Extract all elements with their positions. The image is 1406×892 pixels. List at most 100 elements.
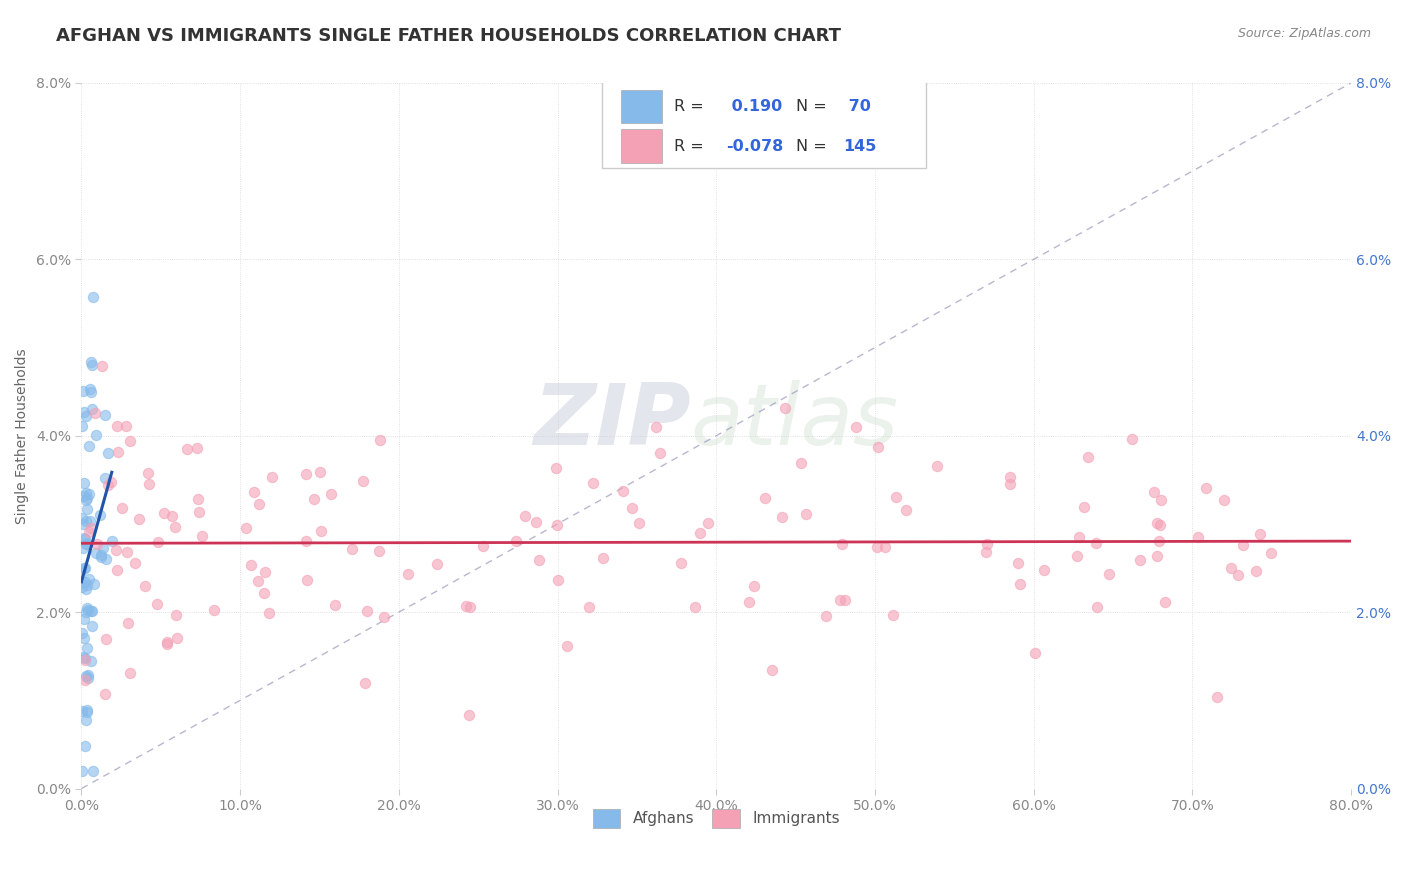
Point bbox=[1187, 530, 1209, 544]
Point bbox=[75, 669, 97, 683]
Point bbox=[368, 434, 391, 448]
Point bbox=[761, 663, 783, 677]
Point bbox=[1008, 576, 1031, 591]
Point bbox=[90, 549, 112, 564]
Point bbox=[790, 456, 813, 470]
Point bbox=[80, 604, 103, 618]
Point bbox=[1213, 493, 1236, 508]
Point bbox=[86, 427, 108, 442]
Point bbox=[454, 599, 477, 613]
Point bbox=[367, 543, 389, 558]
Point bbox=[70, 565, 93, 579]
Text: N =: N = bbox=[796, 139, 832, 153]
Point bbox=[696, 516, 718, 531]
Point bbox=[70, 418, 93, 433]
Point bbox=[527, 553, 550, 567]
Point bbox=[104, 542, 127, 557]
Legend: Afghans, Immigrants: Afghans, Immigrants bbox=[586, 803, 846, 834]
Point bbox=[1232, 539, 1254, 553]
Point bbox=[117, 545, 139, 559]
Point bbox=[75, 714, 97, 728]
Point bbox=[79, 439, 101, 453]
Point bbox=[974, 545, 997, 559]
Point bbox=[1007, 557, 1029, 571]
Point bbox=[156, 635, 179, 649]
Point bbox=[79, 524, 101, 539]
Point bbox=[76, 703, 98, 717]
Point bbox=[547, 573, 569, 587]
Point bbox=[323, 598, 346, 612]
Point bbox=[770, 509, 793, 524]
Point bbox=[91, 541, 114, 555]
Point bbox=[671, 556, 693, 570]
Text: R =: R = bbox=[675, 139, 709, 153]
Point bbox=[70, 625, 93, 640]
Point bbox=[1077, 450, 1099, 465]
Point bbox=[866, 540, 889, 554]
Point bbox=[247, 574, 270, 588]
Point bbox=[247, 497, 270, 511]
Point bbox=[1085, 600, 1108, 615]
Point bbox=[458, 707, 481, 722]
Point bbox=[72, 581, 94, 595]
Point bbox=[742, 579, 765, 593]
Point bbox=[76, 641, 98, 656]
Point bbox=[1143, 484, 1166, 499]
Point bbox=[1024, 646, 1046, 660]
Point bbox=[93, 471, 115, 485]
Point bbox=[72, 531, 94, 545]
Point bbox=[100, 475, 122, 489]
Point bbox=[1227, 567, 1250, 582]
Point bbox=[79, 654, 101, 668]
Point bbox=[82, 604, 104, 618]
Point bbox=[356, 604, 378, 618]
Point bbox=[738, 595, 761, 609]
Point bbox=[1067, 530, 1090, 544]
Point bbox=[118, 434, 141, 448]
Point bbox=[505, 534, 527, 549]
Point bbox=[76, 537, 98, 551]
Text: ZIP: ZIP bbox=[533, 380, 690, 463]
Point bbox=[96, 552, 118, 566]
Point bbox=[97, 477, 120, 491]
Point bbox=[884, 491, 907, 505]
Point bbox=[84, 406, 107, 420]
Point bbox=[83, 577, 105, 591]
Point bbox=[77, 487, 100, 501]
Point bbox=[831, 537, 853, 551]
Point bbox=[186, 441, 208, 455]
Point bbox=[75, 537, 97, 551]
Point bbox=[976, 537, 998, 551]
Point bbox=[309, 524, 332, 538]
Point bbox=[1205, 690, 1227, 704]
Point bbox=[1219, 561, 1241, 575]
Point bbox=[93, 687, 115, 701]
Point bbox=[1032, 563, 1054, 577]
Point bbox=[294, 467, 316, 481]
Point bbox=[1146, 516, 1168, 530]
Text: R =: R = bbox=[675, 99, 709, 114]
Point bbox=[648, 446, 671, 460]
Point bbox=[76, 672, 98, 686]
Point bbox=[1260, 546, 1282, 560]
Point bbox=[866, 440, 889, 454]
Point bbox=[75, 514, 97, 528]
Point bbox=[546, 517, 568, 532]
Point bbox=[925, 459, 948, 474]
Point bbox=[165, 520, 187, 534]
Point bbox=[75, 653, 97, 667]
Point bbox=[72, 516, 94, 531]
Point bbox=[76, 502, 98, 516]
Point bbox=[128, 512, 150, 526]
Point bbox=[77, 572, 100, 586]
Point bbox=[592, 550, 614, 565]
Point bbox=[295, 534, 318, 549]
Point bbox=[111, 500, 134, 515]
Text: 0.190: 0.190 bbox=[727, 99, 783, 114]
Text: atlas: atlas bbox=[690, 380, 898, 463]
Point bbox=[321, 487, 343, 501]
Point bbox=[1195, 482, 1218, 496]
Y-axis label: Single Father Households: Single Father Households bbox=[15, 348, 30, 524]
Point bbox=[73, 632, 96, 646]
Text: -0.078: -0.078 bbox=[727, 139, 783, 153]
